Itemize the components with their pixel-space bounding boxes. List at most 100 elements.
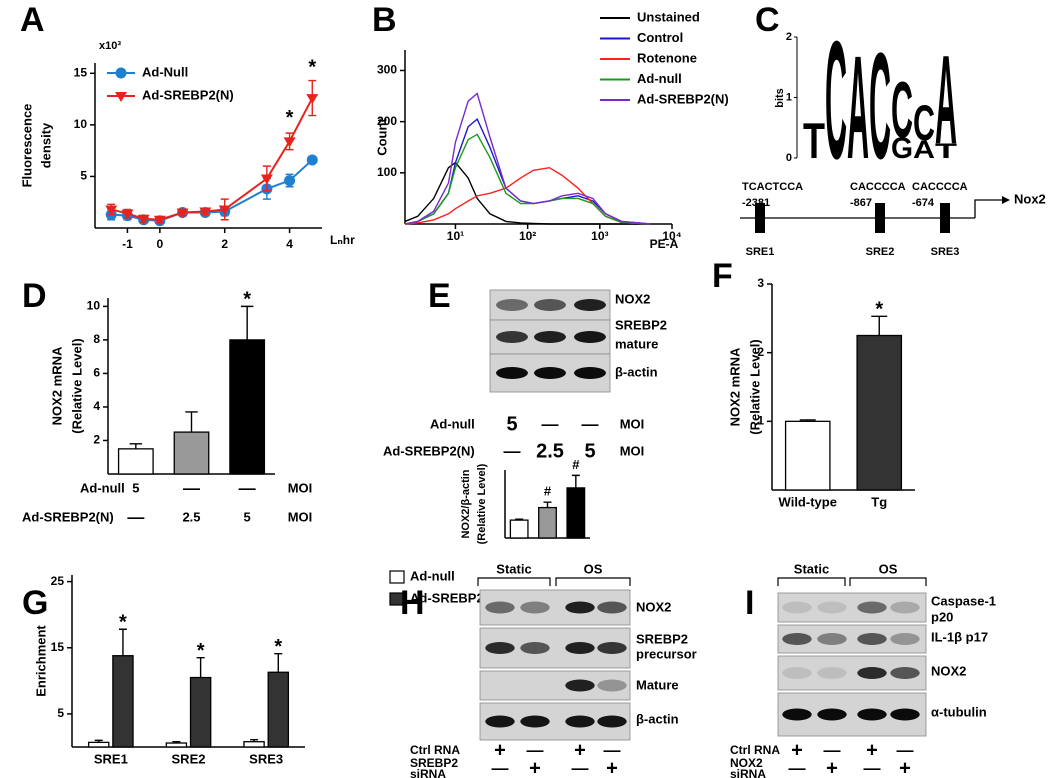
y-tick-label: 3	[757, 276, 764, 290]
blot-band	[890, 601, 920, 614]
marker	[218, 205, 231, 216]
axis-multiplier: x10³	[99, 40, 121, 52]
band-label: precursor	[636, 646, 697, 661]
y-tick-label: 200	[377, 114, 397, 128]
blot-band	[496, 331, 528, 343]
x-tick-label: 4	[286, 237, 293, 251]
y-axis-label: (Relative Level)	[747, 339, 762, 434]
site-sequence: CACCCCA	[912, 181, 968, 193]
logo-letter: C	[913, 94, 935, 150]
y-tick-label: 8	[93, 332, 100, 346]
condition-unit: MOI	[620, 443, 645, 458]
y-tick-label: 100	[377, 165, 397, 179]
panel-label: H	[400, 584, 425, 622]
condition-cell: +	[826, 757, 838, 778]
y-tick-label: 4	[93, 399, 100, 413]
x-tick-label: 10²	[519, 229, 536, 243]
legend-label: Ad-SREBP2(N)	[637, 91, 729, 106]
marker	[283, 137, 296, 148]
condition-cell: +	[791, 739, 803, 761]
group-bracket	[555, 577, 631, 586]
blot-band	[520, 642, 550, 654]
bar	[856, 334, 903, 491]
condition-cell: —	[604, 740, 621, 759]
error-bar	[172, 741, 181, 744]
blot-band	[782, 633, 812, 645]
error-bar	[196, 656, 205, 678]
arrow-head	[1002, 196, 1010, 204]
condition-label: Ad-SREBP2(N)	[22, 509, 114, 524]
error-bar	[543, 501, 552, 508]
site-position: -2381	[742, 197, 770, 209]
bar	[538, 506, 557, 539]
sre-box	[755, 203, 765, 233]
band-label: SREBP2	[636, 631, 688, 646]
band-label: Caspase-1	[931, 593, 996, 608]
blot-band	[597, 679, 627, 692]
blot-band	[817, 601, 847, 614]
legend-swatch	[389, 592, 405, 606]
marker	[306, 94, 319, 105]
marker	[284, 175, 296, 187]
band-label: β-actin	[636, 711, 679, 726]
error-bar	[185, 411, 198, 433]
condition-cell: +	[899, 757, 911, 778]
series-line	[110, 97, 314, 221]
condition-cell: +	[529, 757, 541, 778]
condition-cell: —	[582, 414, 599, 433]
y-tick-label: 5	[57, 706, 64, 720]
error-bar	[871, 315, 888, 336]
blot-band	[565, 679, 595, 692]
x-tick-label: 10⁴	[662, 229, 681, 243]
legend-label: Unstained	[637, 9, 700, 24]
blot-band	[597, 601, 627, 614]
error-bar	[250, 739, 259, 742]
condition-label: SREBP2	[410, 756, 458, 770]
y-tick-label: 2	[93, 433, 100, 447]
condition-cell: 5	[584, 440, 595, 462]
condition-cell: 5	[244, 509, 251, 524]
panel-label: E	[428, 277, 451, 315]
legend-label: Ad-SREBP2(N)	[142, 87, 234, 102]
group-label: OS	[879, 561, 898, 576]
y-axis-label: (Relative Level)	[69, 338, 84, 433]
blot-band	[817, 667, 847, 679]
condition-label: Ctrl RNA	[730, 743, 780, 757]
condition-cell: —	[897, 740, 914, 759]
y-axis-label: (Relative Level)	[476, 463, 488, 544]
marker	[153, 215, 166, 226]
bar	[229, 339, 266, 475]
error-bar	[799, 419, 816, 422]
condition-cell: —	[864, 758, 881, 777]
y-tick-label: 15	[51, 640, 65, 654]
legend-swatch	[389, 570, 405, 584]
x-tick-label: Tg	[871, 494, 887, 509]
bar	[112, 655, 134, 748]
marker	[137, 214, 150, 225]
marker	[121, 209, 134, 220]
y-tick-label: 6	[93, 366, 100, 380]
bar	[165, 742, 188, 748]
y-tick-label: 1	[757, 414, 764, 428]
blot-band	[817, 633, 847, 645]
condition-cell: —	[492, 758, 509, 777]
condition-cell: 5	[132, 480, 139, 495]
blot-band	[496, 299, 528, 311]
group-bracket	[477, 577, 551, 586]
blot-band	[857, 633, 887, 645]
blot-band	[782, 601, 812, 614]
band-label: Mature	[636, 677, 679, 692]
site-name: SRE2	[866, 246, 895, 258]
annotation: *	[286, 107, 294, 129]
blot-band	[890, 667, 920, 679]
panel-label: B	[372, 1, 397, 39]
y-tick-label: 5	[80, 169, 87, 183]
marker	[105, 205, 118, 216]
bar	[173, 431, 210, 475]
y-tick-label: 25	[51, 574, 65, 588]
y-axis-label: NOX2 mRNA	[49, 346, 64, 425]
x-tick-label: 10¹	[447, 229, 464, 243]
blot-band	[565, 601, 595, 614]
annotation: *	[274, 636, 282, 658]
condition-cell: +	[866, 739, 878, 761]
